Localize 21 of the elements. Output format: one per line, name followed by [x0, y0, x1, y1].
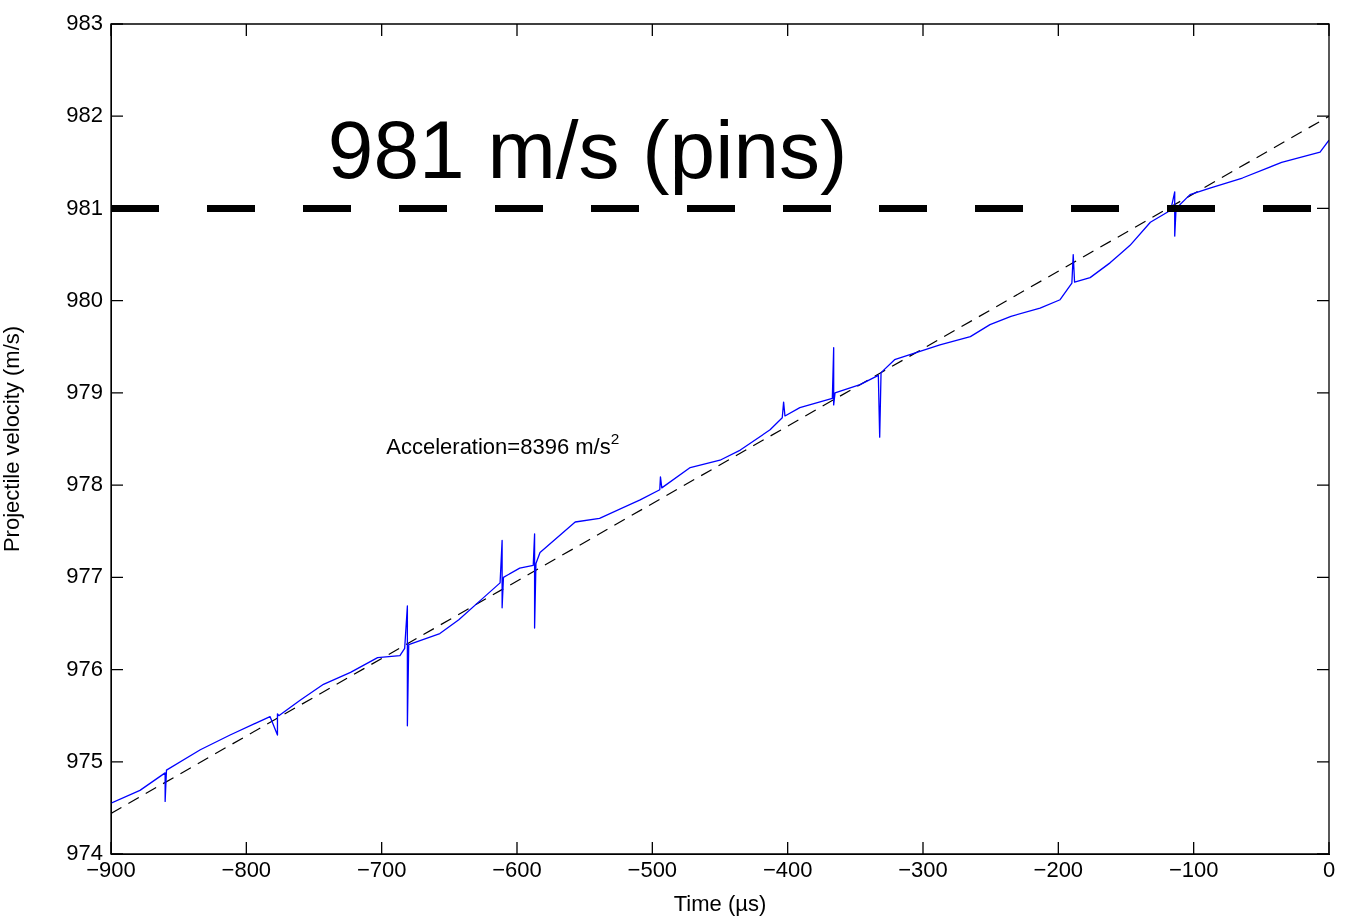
x-tick-label: −100	[1168, 857, 1219, 883]
x-tick-label: 0	[1322, 857, 1336, 883]
y-tick-label: 983	[66, 10, 103, 36]
y-tick-label: 978	[66, 471, 103, 497]
x-tick-label: −400	[762, 857, 813, 883]
y-tick-label: 980	[66, 286, 103, 312]
ref-line-label: 981 m/s (pins)	[327, 104, 848, 196]
y-tick-label: 982	[66, 102, 103, 128]
x-tick-label: −700	[356, 857, 407, 883]
x-tick-label: −500	[627, 857, 678, 883]
x-tick-label: −600	[492, 857, 542, 883]
y-tick-label: 976	[66, 655, 103, 681]
x-tick-label: −300	[898, 857, 948, 883]
y-tick-label: 977	[66, 563, 103, 589]
x-tick-label: −800	[221, 857, 272, 883]
x-axis-title: Time (µs)	[673, 890, 767, 916]
y-tick-label: 979	[66, 378, 103, 404]
x-tick-label: −200	[1033, 857, 1084, 883]
y-tick-label: 975	[66, 747, 103, 773]
y-axis-title: Projectile velocity (m/s)	[0, 325, 25, 553]
y-tick-label: 981	[66, 194, 103, 220]
